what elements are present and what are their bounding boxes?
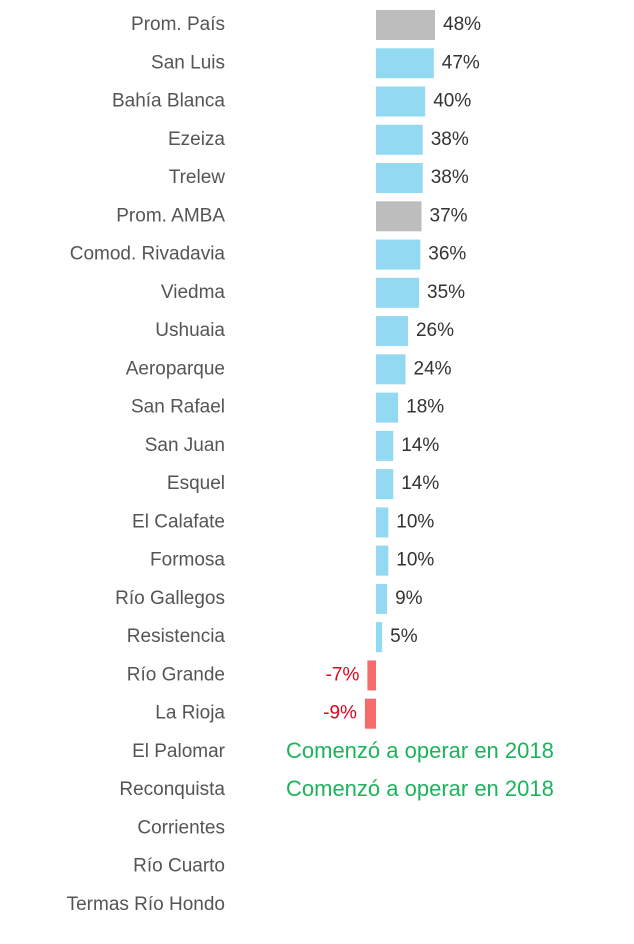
value-label: 35%	[427, 282, 465, 303]
bar	[376, 86, 426, 117]
bar	[376, 201, 422, 232]
category-label: San Juan	[145, 435, 225, 456]
bar	[376, 277, 420, 308]
category-label: Bahía Blanca	[112, 91, 225, 112]
value-label: 37%	[430, 205, 468, 226]
category-label: Termas Río Hondo	[67, 894, 225, 915]
value-label: 48%	[443, 14, 481, 35]
value-label: 36%	[428, 244, 466, 265]
value-label: -7%	[326, 664, 360, 685]
category-label: La Rioja	[155, 703, 225, 724]
bar	[376, 622, 383, 653]
category-label: Resistencia	[127, 626, 226, 647]
category-label: Ushuaia	[155, 320, 225, 341]
bar	[376, 316, 408, 347]
value-label: 24%	[414, 358, 452, 379]
category-label: Ezeiza	[168, 129, 225, 150]
bar	[376, 507, 389, 538]
category-label: El Calafate	[132, 511, 225, 532]
category-label: Río Gallegos	[115, 588, 225, 609]
category-label: San Rafael	[131, 397, 225, 418]
category-label: Esquel	[167, 473, 225, 494]
category-label: Río Cuarto	[133, 856, 225, 877]
note: Comenzó a operar en 2018	[286, 738, 554, 763]
category-label: El Palomar	[132, 741, 226, 762]
bar	[376, 583, 388, 614]
value-label: 10%	[396, 550, 434, 571]
value-label: 26%	[416, 320, 454, 341]
bar	[376, 469, 394, 500]
category-label: Corrientes	[137, 817, 225, 838]
bar	[376, 10, 436, 40]
bar	[376, 124, 423, 155]
value-label: -9%	[323, 703, 357, 724]
bar	[376, 545, 389, 576]
category-label: Viedma	[161, 282, 226, 303]
value-label: 10%	[396, 511, 434, 532]
value-label: 9%	[395, 588, 423, 609]
value-label: 40%	[433, 91, 471, 112]
category-label: Formosa	[150, 550, 225, 571]
category-label: Río Grande	[127, 664, 225, 685]
category-label: San Luis	[151, 52, 225, 73]
category-label: Prom. País	[131, 14, 225, 35]
value-label: 14%	[401, 473, 439, 494]
value-label: 14%	[401, 435, 439, 456]
category-label: Aeroparque	[126, 358, 225, 379]
bar	[376, 163, 423, 194]
bar	[376, 392, 399, 423]
value-label: 38%	[431, 167, 469, 188]
category-label: Comod. Rivadavia	[70, 244, 226, 265]
category-label: Prom. AMBA	[116, 205, 225, 226]
value-label: 5%	[390, 626, 418, 647]
category-label: Trelew	[169, 167, 226, 188]
value-label: 18%	[406, 397, 444, 418]
bar	[376, 239, 421, 270]
value-label: 38%	[431, 129, 469, 150]
value-label: 47%	[442, 52, 480, 73]
bar	[376, 354, 406, 385]
bar	[376, 430, 394, 461]
category-label: Reconquista	[119, 779, 225, 800]
note: Comenzó a operar en 2018	[286, 776, 554, 801]
bar	[367, 660, 376, 691]
bar	[364, 698, 376, 729]
bar	[376, 48, 434, 79]
